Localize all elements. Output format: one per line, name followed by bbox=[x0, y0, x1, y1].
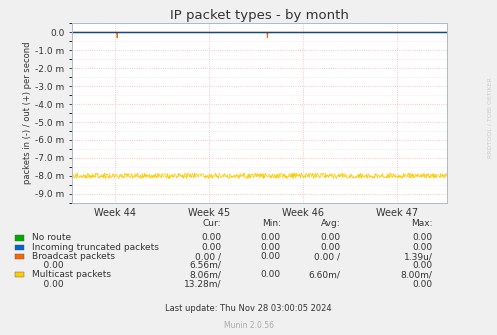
Text: 6.60m/: 6.60m/ bbox=[309, 270, 340, 279]
Text: Cur:: Cur: bbox=[203, 219, 221, 228]
Text: 0.00 /: 0.00 / bbox=[195, 252, 221, 261]
Text: Last update: Thu Nov 28 03:00:05 2024: Last update: Thu Nov 28 03:00:05 2024 bbox=[165, 305, 332, 313]
Text: 0.00: 0.00 bbox=[321, 243, 340, 252]
Text: 0.00: 0.00 bbox=[32, 280, 64, 288]
Text: 1.39u/: 1.39u/ bbox=[404, 252, 432, 261]
Title: IP packet types - by month: IP packet types - by month bbox=[170, 9, 349, 22]
Text: Multicast packets: Multicast packets bbox=[32, 270, 111, 279]
Text: 6.56m/: 6.56m/ bbox=[189, 261, 221, 270]
Text: 0.00: 0.00 bbox=[201, 243, 221, 252]
Text: No route: No route bbox=[32, 233, 72, 242]
Text: 0.00: 0.00 bbox=[261, 252, 281, 261]
Text: RRDTOOL / TOBI OETIKER: RRDTOOL / TOBI OETIKER bbox=[487, 77, 492, 158]
Text: Min:: Min: bbox=[262, 219, 281, 228]
Text: Munin 2.0.56: Munin 2.0.56 bbox=[224, 321, 273, 330]
Text: 0.00: 0.00 bbox=[413, 261, 432, 270]
Text: 0.00 /: 0.00 / bbox=[315, 252, 340, 261]
Text: 0.00: 0.00 bbox=[413, 233, 432, 242]
Text: 0.00: 0.00 bbox=[261, 270, 281, 279]
Text: 0.00: 0.00 bbox=[413, 280, 432, 288]
Text: 0.00: 0.00 bbox=[32, 261, 64, 270]
Text: Broadcast packets: Broadcast packets bbox=[32, 252, 115, 261]
Text: 0.00: 0.00 bbox=[321, 233, 340, 242]
Text: 0.00: 0.00 bbox=[261, 243, 281, 252]
Text: 13.28m/: 13.28m/ bbox=[184, 280, 221, 288]
Y-axis label: packets in (-) / out (+) per second: packets in (-) / out (+) per second bbox=[23, 42, 32, 184]
Text: Incoming truncated packets: Incoming truncated packets bbox=[32, 243, 159, 252]
Text: 0.00: 0.00 bbox=[261, 233, 281, 242]
Text: 0.00: 0.00 bbox=[413, 243, 432, 252]
Text: 8.06m/: 8.06m/ bbox=[189, 270, 221, 279]
Text: Max:: Max: bbox=[411, 219, 432, 228]
Text: Avg:: Avg: bbox=[321, 219, 340, 228]
Text: 0.00: 0.00 bbox=[201, 233, 221, 242]
Text: 8.00m/: 8.00m/ bbox=[401, 270, 432, 279]
